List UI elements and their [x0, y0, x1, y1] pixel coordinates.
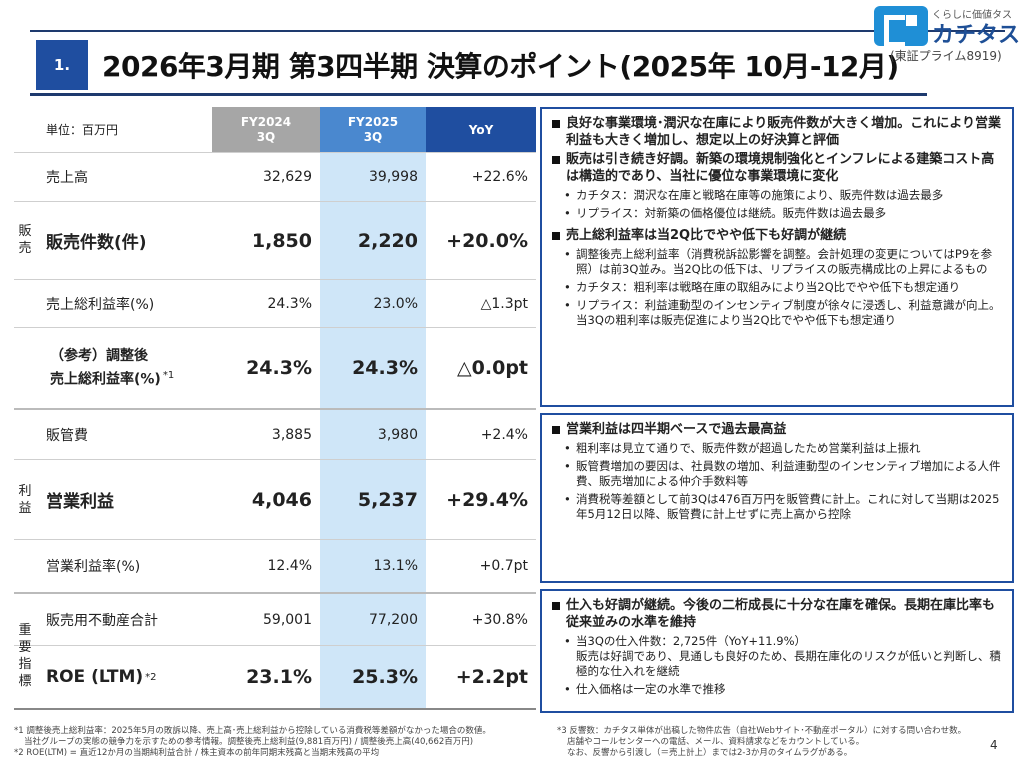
page-number: 4 [990, 738, 998, 752]
financial-table: 単位：百万円 FY2024 3Q FY2025 3Q YoY 売上高 32,629 … [14, 107, 536, 710]
fy24-value: 1,850 [251, 229, 312, 252]
bullet-item: リプライス：対新築の価格優位は継続。販売件数は過去最多 [550, 206, 1004, 221]
fy25-value: 2,220 [320, 202, 426, 279]
footnotes-right: *3 反響数：カチタス単体が出稿した物件広告（自社Webサイト･不動産ポータル）… [557, 726, 977, 759]
yoy-value: △0.0pt [457, 357, 528, 379]
row-label: 販売件数(件) [46, 233, 147, 253]
table-row: ROE (LTM) *2 23.1% 25.3% +2.2pt [14, 646, 536, 710]
company-logo: くらしに価値タス カチタス (東証プライム8919) [872, 4, 1019, 66]
box-heading: 販売は引き続き好調。新築の環境規制強化とインフレによる建築コスト高は構造的であり… [550, 151, 1004, 185]
logo-tagline: くらしに価値タス [932, 10, 1012, 21]
fy25-value: 24.3% [320, 328, 426, 408]
row-label: 売上高 [46, 170, 88, 186]
yoy-value: +2.2pt [455, 666, 528, 688]
fy24-value: 24.3% [267, 295, 312, 312]
yoy-value: +22.6% [471, 169, 528, 185]
listing-info: (東証プライム8919) [890, 49, 1002, 63]
row-label: 販売用不動産合計 [46, 612, 158, 629]
fy25-value: 13.1% [320, 540, 426, 592]
fy24-value: 32,629 [263, 169, 312, 185]
table-row: 販売件数(件) 1,850 2,220 +20.0% [14, 202, 536, 280]
fy24-value: 24.3% [246, 357, 312, 379]
bullet-item: 仕入価格は一定の水準で推移 [550, 682, 1004, 697]
box-heading: 良好な事業環境･潤沢な在庫により販売件数が大きく増加。これにより営業利益も大きく… [550, 115, 1004, 149]
footnotes-left: *1 調整後売上総利益率：2025年5月の敗訴以降、売上高･売上総利益から控除し… [14, 726, 554, 759]
header-top-rule [30, 30, 1005, 32]
row-label: 販管費 [46, 427, 88, 444]
bullet-item: 消費税等差額として前3Qは476百万円を販管費に計上。これに対して当期は2025… [550, 492, 1004, 522]
yoy-value: +29.4% [446, 488, 528, 511]
row-label: 営業利益率(%) [46, 559, 141, 575]
footnote-2: *2 ROE(LTM) = 直近12か月の当期純利益合計 / 株主資本の前年同期… [14, 748, 380, 758]
bullet-item: カチタス：粗利率は戦略在庫の取組みにより当2Q比でやや低下も想定通り [550, 280, 1004, 295]
bullet-continuation: 販売は好調であり、見通しも良好のため、長期在庫化のリスクが低いと判断し、積極的な… [576, 649, 1001, 678]
table-header-row: 単位：百万円 FY2024 3Q FY2025 3Q YoY [14, 107, 536, 153]
commentary-box-kpi: 仕入も好調が継続。今後の二桁成長に十分な在庫を確保。長期在庫比率も従来並みの水準… [540, 589, 1014, 713]
yoy-value: +0.7pt [479, 558, 528, 574]
fy25-value: 77,200 [320, 594, 426, 645]
bullet-item: 調整後売上総利益率（消費税訴訟影響を調整。会計処理の変更についてはP9を参照）は… [550, 247, 1004, 277]
footnote-3-cont: 店舗やコールセンターへの電話、メール、資料請求などをカウントしている。 [567, 737, 865, 747]
yoy-value: △1.3pt [480, 295, 528, 312]
bullet-item: 当3Qの仕入件数：2,725件（YoY+11.9%） [550, 634, 1004, 649]
table-row: 売上総利益率(%) 24.3% 23.0% △1.3pt [14, 280, 536, 328]
yoy-value: +30.8% [471, 611, 528, 628]
fy25-value: 5,237 [320, 460, 426, 539]
box-heading: 仕入も好調が継続。今後の二桁成長に十分な在庫を確保。長期在庫比率も従来並みの水準… [550, 597, 1004, 631]
table-row: （参考）調整後 売上総利益率(%) *1 24.3% 24.3% △0.0pt [14, 328, 536, 410]
commentary-box-sales: 良好な事業環境･潤沢な在庫により販売件数が大きく増加。これにより営業利益も大きく… [540, 107, 1014, 407]
fy24-value: 3,885 [271, 426, 312, 443]
fy24-value: 4,046 [251, 488, 312, 511]
bullet-item: 粗利率は見立て通りで、販売件数が超過したため営業利益は上振れ [550, 441, 1004, 456]
yoy-value: +20.0% [446, 229, 528, 252]
logo-name: カチタス [932, 23, 1019, 48]
bullet-item: リプライス：利益連動型のインセンティブ制度が徐々に浸透し、利益意識が向上。当3Q… [550, 298, 1004, 328]
col-fy2025-header: FY2025 3Q [320, 107, 426, 152]
section-number: 1. [36, 40, 88, 90]
header-underline [30, 93, 927, 96]
footnote-1-cont: 当社グループの実態の競争力を示すための参考情報。調整後売上総利益(9,881百万… [24, 737, 474, 747]
table-row: 売上高 32,629 39,998 +22.6% [14, 153, 536, 202]
row-label: （参考）調整後 売上総利益率(%) *1 [50, 347, 175, 388]
box-heading: 営業利益は四半期ベースで過去最高益 [550, 421, 1004, 438]
yoy-value: +2.4% [480, 426, 528, 443]
table-row: 販売用不動産合計 59,001 77,200 +30.8% [14, 594, 536, 646]
fy24-value: 12.4% [267, 558, 312, 574]
fy25-value: 39,998 [320, 153, 426, 201]
group-label-profit: 利益 [18, 484, 32, 516]
footnote-3-cont: なお、反響から引渡し（＝売上計上）までは2-3か月のタイムラグがある。 [567, 748, 853, 758]
table-row: 営業利益 4,046 5,237 +29.4% [14, 460, 536, 540]
row-label: 売上総利益率(%) [46, 296, 155, 313]
table-row: 販管費 3,885 3,980 +2.4% [14, 410, 536, 460]
group-label-sales: 販売 [18, 224, 32, 256]
col-yoy-header: YoY [426, 107, 536, 152]
page-title: 2026年3月期 第3四半期 決算のポイント(2025年 10月-12月) [102, 50, 899, 83]
group-label-kpi: 重要指標 [18, 623, 32, 689]
fy25-value: 3,980 [320, 410, 426, 459]
logo-mark-icon [874, 6, 928, 47]
bullet-item: カチタス：潤沢な在庫と戦略在庫等の施策により、販売件数は過去最多 [550, 188, 1004, 203]
unit-label: 単位：百万円 [46, 123, 119, 137]
col-fy2024-header: FY2024 3Q [212, 107, 320, 152]
row-label: 営業利益 [46, 492, 114, 512]
fy25-value: 23.0% [320, 280, 426, 327]
footnote-1: *1 調整後売上総利益率：2025年5月の敗訴以降、売上高･売上総利益から控除し… [14, 726, 491, 736]
footnote-3: *3 反響数：カチタス単体が出稿した物件広告（自社Webサイト･不動産ポータル）… [557, 726, 967, 736]
fy24-value: 23.1% [246, 666, 312, 688]
fy24-value: 59,001 [263, 611, 312, 628]
commentary-box-profit: 営業利益は四半期ベースで過去最高益 粗利率は見立て通りで、販売件数が超過したため… [540, 413, 1014, 583]
box-heading: 売上総利益率は当2Q比でやや低下も好調が継続 [550, 227, 1004, 244]
table-row: 営業利益率(%) 12.4% 13.1% +0.7pt [14, 540, 536, 594]
fy25-value: 25.3% [320, 646, 426, 708]
row-label: ROE (LTM) *2 [46, 667, 157, 687]
bullet-item: 販管費増加の要因は、社員数の増加、利益連動型のインセンティブ増加による人件費、販… [550, 459, 1004, 489]
